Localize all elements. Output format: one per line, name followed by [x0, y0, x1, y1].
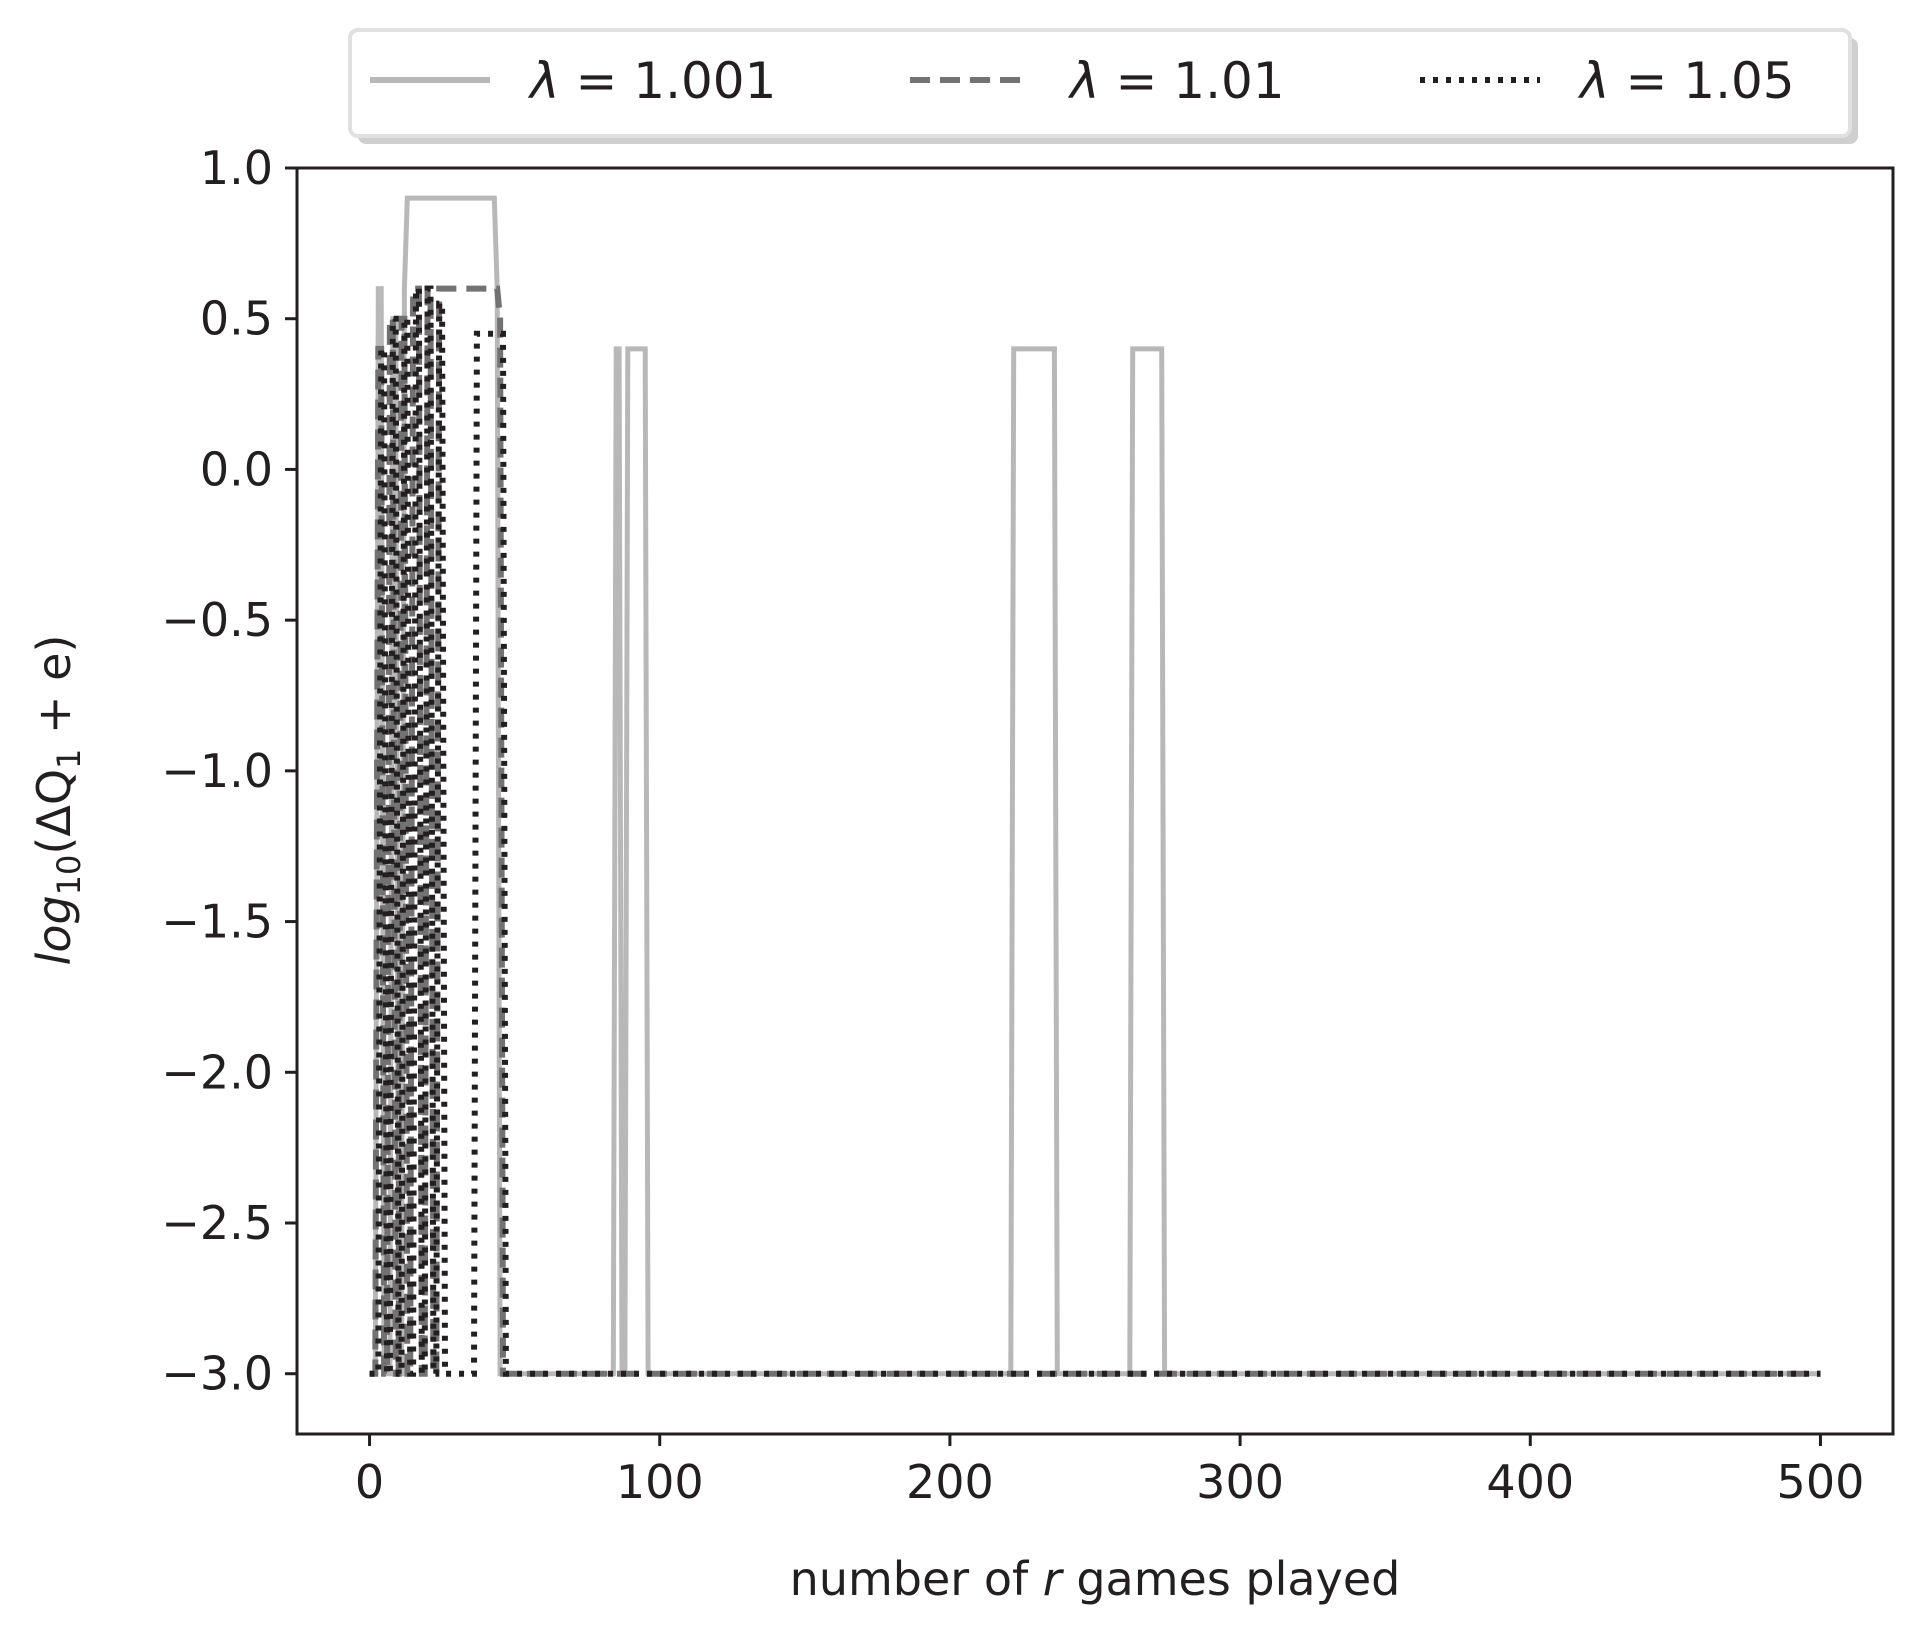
x-axis-title: number of r games played	[790, 1552, 1401, 1606]
y-tick-label: −1.0	[161, 744, 273, 798]
y-tick-label: 0.0	[200, 442, 273, 496]
x-tick-label: 500	[1777, 1455, 1865, 1509]
y-tick-label: −3.0	[161, 1347, 273, 1401]
y-tick-label: 0.5	[200, 292, 273, 346]
series-line-2	[369, 285, 1821, 1377]
y-axis-title-rest: + e)	[27, 635, 81, 749]
x-axis-title-suffix: games played	[1062, 1552, 1401, 1606]
legend-label-value: = 1.001	[560, 52, 777, 110]
plot-frame	[295, 166, 1895, 1436]
series-layer	[369, 195, 1821, 1377]
y-axis-title-sub: 10	[50, 855, 88, 896]
legend-entries: λ = 1.001 λ = 1.01 λ = 1.05	[370, 52, 1795, 110]
x-axis-title-prefix: number of	[790, 1552, 1043, 1606]
y-axis-ticks: 1.0 0.5 0.0 −0.5 −1.0 −1.5 −2.0 −2.5 −3.0	[161, 141, 297, 1401]
y-axis-title-sub2: 1	[50, 749, 88, 769]
x-tick-label: 200	[906, 1455, 994, 1509]
series-line-3	[369, 285, 1821, 1377]
legend-label-2: λ = 1.01	[1067, 52, 1285, 110]
x-tick-label: 100	[616, 1455, 704, 1509]
x-axis-ticks: 0 100 200 300 400 500	[355, 1434, 1864, 1509]
legend-label-symbol: λ	[1067, 52, 1100, 110]
x-tick-label: 300	[1196, 1455, 1284, 1509]
legend-label-1: λ = 1.001	[527, 52, 776, 110]
legend-box	[348, 28, 1852, 138]
y-tick-label: −2.0	[161, 1045, 273, 1099]
legend-label-symbol: λ	[527, 52, 560, 110]
legend: λ = 1.001 λ = 1.01 λ = 1.05	[348, 28, 1858, 144]
series-line-1	[369, 195, 1821, 1377]
x-tick-label: 0	[355, 1455, 384, 1509]
x-tick-label: 400	[1486, 1455, 1574, 1509]
y-tick-label: −0.5	[161, 593, 273, 647]
x-axis-title-var: r	[1043, 1552, 1065, 1606]
y-axis-title: log10(ΔQ1 + e)	[27, 635, 88, 966]
legend-label-3: λ = 1.05	[1577, 52, 1795, 110]
y-tick-label: −2.5	[161, 1196, 273, 1250]
y-tick-label: 1.0	[200, 141, 273, 195]
y-axis-title-open: (ΔQ	[27, 769, 81, 855]
y-tick-label: −1.5	[161, 895, 273, 949]
legend-label-value: = 1.05	[1610, 52, 1795, 110]
legend-label-symbol: λ	[1577, 52, 1610, 110]
y-axis-title-fn: log	[27, 895, 81, 965]
legend-label-value: = 1.01	[1100, 52, 1285, 110]
